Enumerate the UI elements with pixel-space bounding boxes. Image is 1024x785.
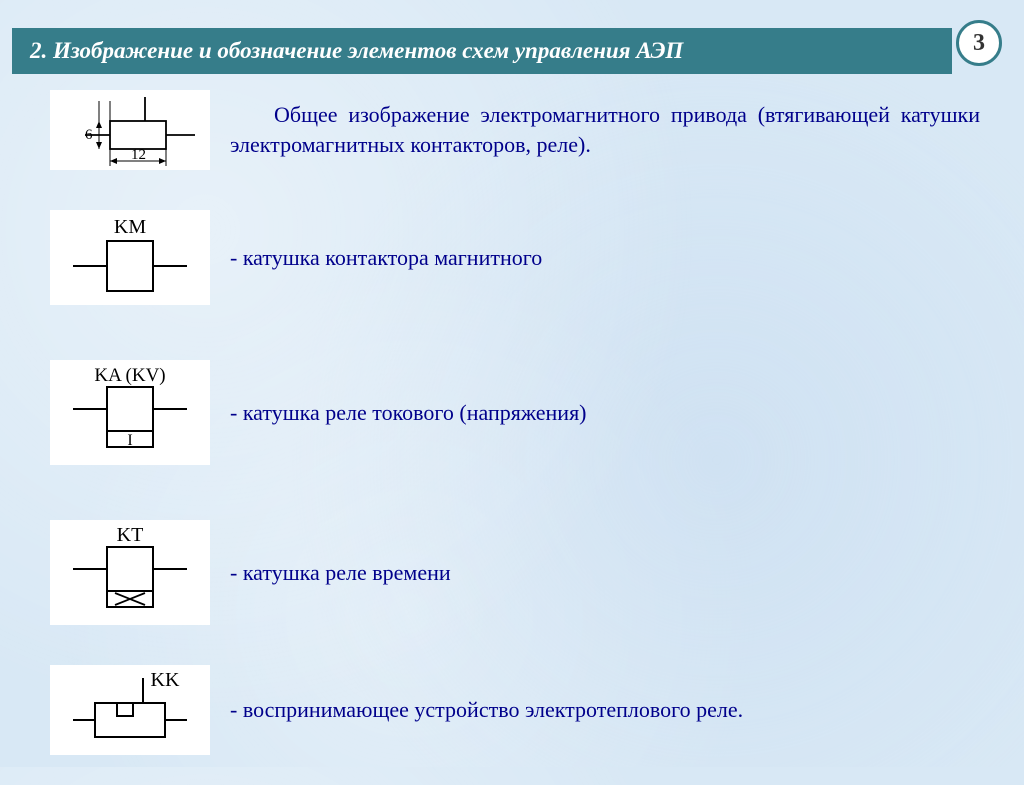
- symbol-label: KT: [117, 524, 144, 546]
- symbol-dimensioned-coil: 6 12: [50, 90, 210, 170]
- row-description: Общее изображение электромагнитного прив…: [230, 100, 980, 159]
- dim-height-label: 6: [85, 127, 93, 143]
- section-title: 2. Изображение и обозначение элементов с…: [30, 38, 683, 63]
- symbol-row: 6 12 Общее изображение электромагнитного…: [50, 90, 980, 170]
- row-description: - катушка контактора магнитного: [230, 243, 542, 273]
- symbol-bottom-mark: I: [127, 432, 132, 449]
- symbol-row: KM - катушка контактора магнитного: [50, 210, 980, 305]
- symbol-label: KM: [114, 216, 146, 238]
- section-header: 2. Изображение и обозначение элементов с…: [12, 28, 952, 74]
- page-number: 3: [973, 30, 985, 57]
- row-description: - воспринимающее устройство электротепло…: [230, 695, 743, 725]
- dim-width-label: 12: [131, 147, 146, 163]
- symbol-coil-ka: KA (KV) I: [50, 360, 210, 465]
- content-area: 6 12 Общее изображение электромагнитного…: [50, 90, 980, 785]
- page-number-badge: 3: [956, 20, 1002, 66]
- symbol-row: KA (KV) I - катушка реле токового (напря…: [50, 360, 980, 465]
- row-description: - катушка реле времени: [230, 558, 451, 588]
- symbol-coil-km: KM: [50, 210, 210, 305]
- row-description: - катушка реле токового (напряжения): [230, 398, 587, 428]
- symbol-label: KK: [151, 669, 180, 691]
- symbol-coil-kt: KT: [50, 520, 210, 625]
- symbol-label: KA (KV): [94, 365, 165, 386]
- symbol-row: KT - катушка реле времени: [50, 520, 980, 625]
- symbol-row: KK - воспринимающее устройство электроте…: [50, 665, 980, 755]
- symbol-thermal-kk: KK: [50, 665, 210, 755]
